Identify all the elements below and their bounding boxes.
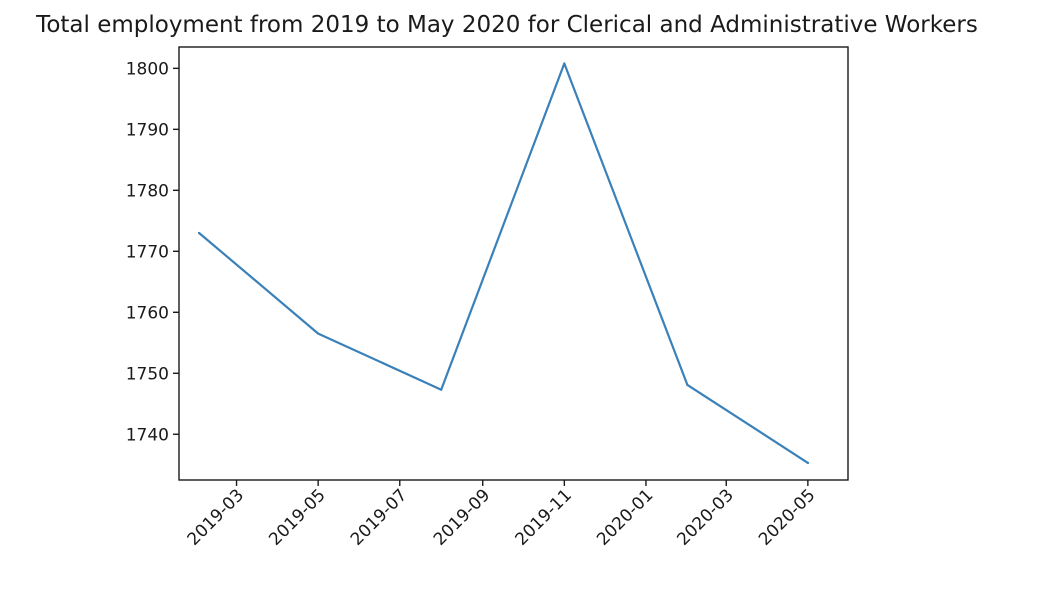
data-point	[317, 332, 320, 335]
y-tick-label: 1780	[126, 181, 169, 201]
x-tick-label: 2020-05	[755, 485, 819, 549]
data-point	[806, 461, 810, 464]
y-tick-label: 1790	[126, 120, 169, 140]
x-tick-label: 2019-05	[265, 485, 329, 549]
y-tick-label: 1740	[126, 425, 169, 445]
x-tick-label: 2020-03	[673, 485, 737, 549]
series-layer	[198, 62, 810, 464]
data-point	[440, 388, 443, 391]
y-tick-label: 1770	[126, 242, 169, 262]
data-point	[686, 383, 689, 386]
x-axis: 2019-03 2019-05 2019-07 2019-09 2019-11 2020-…	[184, 480, 819, 550]
data-point	[198, 231, 201, 235]
x-tick-label: 2019-09	[430, 485, 494, 549]
y-tick-label: 1800	[126, 59, 169, 79]
x-tick-label: 2019-07	[347, 485, 411, 549]
x-tick-label: 2019-11	[512, 485, 576, 549]
data-point	[563, 62, 566, 65]
y-tick-label: 1750	[126, 364, 169, 384]
x-tick-label: 2019-03	[184, 485, 248, 549]
y-axis: 1740 1750 1760 1770 1780 1790 1800	[126, 59, 179, 445]
x-tick-label: 2020-01	[593, 485, 657, 549]
chart-title: Total employment from 2019 to May 2020 f…	[35, 12, 978, 38]
plot-area-frame	[178, 46, 849, 481]
series-line	[198, 62, 810, 464]
y-tick-label: 1760	[126, 303, 169, 323]
